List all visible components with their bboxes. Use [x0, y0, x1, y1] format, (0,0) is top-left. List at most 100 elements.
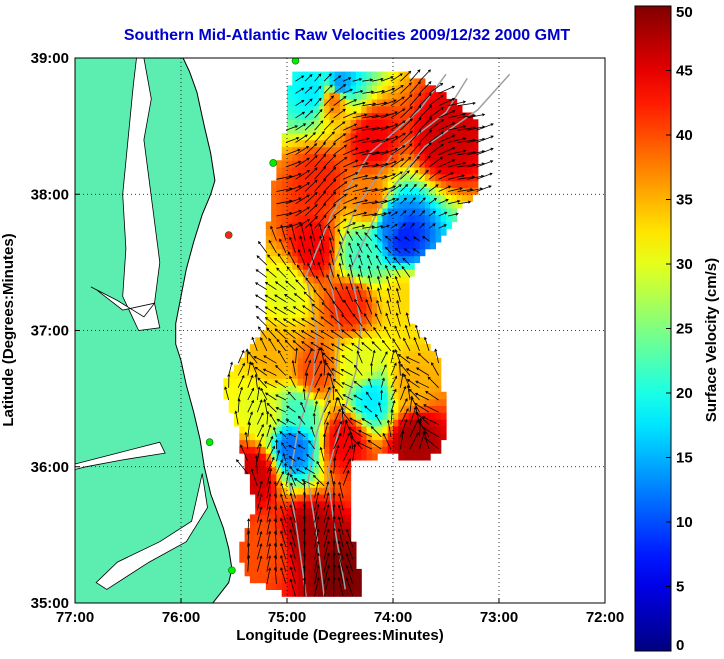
speed-cell [271, 371, 277, 379]
speed-cell [345, 568, 352, 577]
speed-cell [446, 180, 452, 188]
speed-cell [377, 282, 383, 291]
speed-cell [318, 316, 325, 325]
speed-cell [340, 344, 346, 352]
speed-cell [249, 568, 256, 577]
speed-cell [292, 453, 299, 461]
velocity-vector [400, 363, 411, 376]
velocity-vector [285, 280, 296, 290]
speed-cell [239, 412, 246, 420]
speed-cell [271, 548, 277, 556]
speed-cell [371, 98, 378, 107]
speed-cell [350, 541, 357, 550]
speed-cell [350, 398, 357, 406]
speed-cell [350, 98, 357, 107]
velocity-vector [448, 137, 467, 143]
speed-cell [371, 146, 378, 154]
speed-cell [419, 378, 426, 386]
velocity-vector [338, 481, 344, 499]
speed-cell [340, 459, 346, 468]
velocity-vector [400, 197, 407, 205]
speed-cell [451, 146, 458, 154]
speed-cell [393, 262, 399, 270]
velocity-vector [311, 303, 325, 315]
speed-cell [324, 194, 330, 202]
velocity-vector [400, 223, 406, 229]
speed-cell [313, 98, 320, 107]
speed-cell [271, 562, 277, 570]
speed-cell [366, 187, 373, 195]
velocity-vector [240, 444, 249, 462]
speed-cell [403, 371, 410, 379]
speed-cell [382, 126, 389, 134]
velocity-vector [393, 264, 401, 278]
colorbar-tick-label: 0 [676, 637, 684, 654]
data-layer [75, 58, 511, 603]
speed-cell [281, 425, 288, 434]
velocity-vector [428, 210, 437, 217]
speed-cell [302, 500, 309, 509]
speed-cell [435, 146, 442, 154]
speed-cell [302, 323, 309, 332]
velocity-vector [319, 346, 325, 364]
velocity-vector [409, 222, 415, 229]
velocity-vector [333, 420, 342, 437]
velocity-vector [285, 197, 302, 205]
speed-cell [371, 180, 378, 188]
bay-water [90, 286, 156, 318]
speed-cell [350, 316, 357, 325]
speed-cell [446, 153, 452, 161]
velocity-vector [438, 146, 456, 156]
speed-cell [302, 214, 309, 223]
speed-cell [334, 548, 341, 556]
speed-cell [260, 473, 267, 481]
velocity-vector [421, 416, 439, 425]
speed-cell [334, 194, 341, 202]
speed-cell [244, 412, 251, 420]
speed-cell [265, 303, 272, 311]
speed-cell [393, 439, 399, 447]
speed-cell [366, 310, 373, 318]
speed-cell [292, 276, 299, 284]
velocity-vector [394, 325, 401, 339]
velocity-vector [254, 366, 268, 376]
speed-cell [308, 466, 315, 475]
speed-cell [302, 575, 309, 584]
speed-cell [281, 269, 288, 277]
speed-cell [249, 480, 256, 488]
speed-cell [302, 78, 309, 86]
speed-cell [287, 541, 293, 550]
velocity-vector [400, 143, 413, 155]
speed-cell [308, 146, 315, 154]
velocity-vector [351, 342, 363, 352]
speed-cell [472, 153, 479, 161]
velocity-vector [314, 120, 324, 131]
speed-cell [334, 487, 341, 495]
speed-cell [324, 378, 330, 386]
speed-cell [387, 323, 394, 332]
speed-cell [260, 344, 267, 352]
speed-cell [340, 589, 346, 597]
speed-cell [382, 269, 389, 277]
speed-cell [398, 241, 405, 250]
velocity-vector [308, 440, 315, 450]
velocity-vector [266, 467, 273, 486]
velocity-vector [331, 368, 344, 376]
speed-cell [287, 548, 293, 556]
speed-cell [249, 521, 256, 529]
velocity-vector [400, 130, 413, 143]
speed-cell [334, 385, 341, 393]
speed-cell [446, 139, 452, 148]
speed-cell [377, 296, 383, 304]
speed-cell [292, 521, 299, 529]
speed-cell [276, 167, 283, 175]
speed-cell [297, 439, 304, 447]
velocity-vector [228, 361, 233, 376]
velocity-vector [304, 204, 318, 217]
speed-cell [424, 173, 431, 182]
speed-cell [324, 357, 330, 366]
velocity-vector [341, 382, 353, 389]
speed-cell [318, 337, 325, 345]
speed-cell [255, 562, 262, 570]
velocity-vector [323, 215, 337, 229]
